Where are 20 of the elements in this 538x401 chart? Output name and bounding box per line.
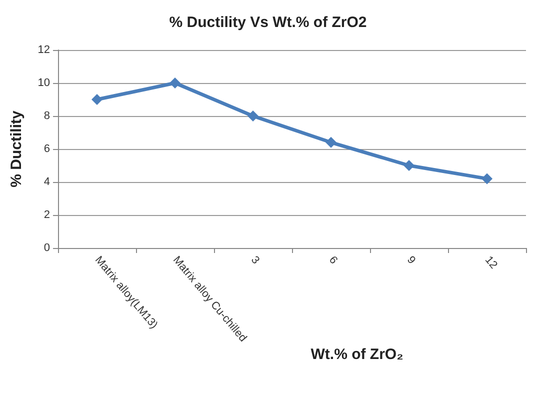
point <box>92 94 102 105</box>
point <box>170 78 180 88</box>
x-tick-label: 3 <box>248 254 262 267</box>
point <box>248 110 258 122</box>
point <box>482 173 492 184</box>
chart-title: % Ductility Vs Wt.% of ZrO2 <box>169 14 367 31</box>
y-tick-label: 10 <box>38 77 50 89</box>
y-tick-label: 4 <box>44 176 50 188</box>
x-tick-label: 6 <box>326 254 340 267</box>
point <box>326 136 336 148</box>
y-tick-label: 12 <box>38 44 50 56</box>
point <box>404 160 414 171</box>
x-tick-label: 12 <box>482 254 500 272</box>
x-tick-label: 9 <box>404 254 418 267</box>
y-tick-label: 6 <box>44 143 50 155</box>
x-axis-title: Wt.% of ZrO₂ <box>310 346 404 364</box>
y-tick-label: 8 <box>44 110 50 122</box>
y-axis-title: % Ductility <box>8 110 25 188</box>
y-tick-label: 0 <box>44 242 50 254</box>
y-tick-label: 2 <box>44 209 50 221</box>
